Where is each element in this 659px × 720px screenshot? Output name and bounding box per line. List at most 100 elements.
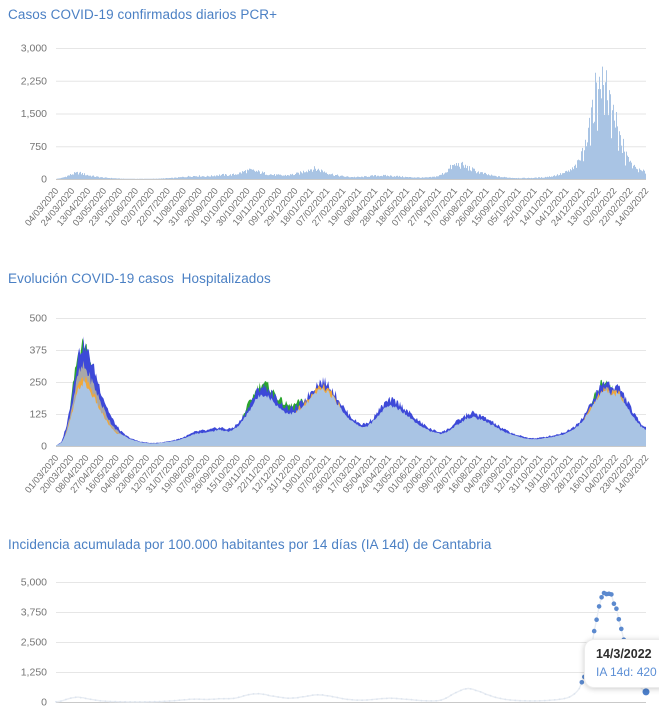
data-point xyxy=(529,700,531,702)
data-point xyxy=(292,697,294,699)
data-point xyxy=(252,693,255,695)
data-point xyxy=(405,698,408,701)
y-axis-label: 5,000 xyxy=(21,577,47,589)
data-point xyxy=(381,697,383,700)
data-point xyxy=(144,701,146,703)
data-point xyxy=(596,604,602,609)
data-point xyxy=(287,697,289,700)
data-point xyxy=(84,697,87,700)
data-point xyxy=(504,698,507,701)
data-point xyxy=(198,698,201,701)
data-point xyxy=(400,698,403,700)
data-point xyxy=(440,699,442,701)
data-point xyxy=(213,698,215,701)
data-point xyxy=(479,691,482,693)
data-point xyxy=(153,700,156,703)
data-point xyxy=(129,701,132,703)
data-point xyxy=(188,698,191,701)
tooltip-value: IA 14d: 420 xyxy=(596,665,657,679)
data-point xyxy=(578,687,581,690)
data-point xyxy=(420,699,423,702)
data-point xyxy=(272,695,275,697)
data-point xyxy=(346,698,349,701)
data-point xyxy=(524,699,526,702)
data-point xyxy=(193,698,196,701)
data-point xyxy=(573,693,576,695)
data-point xyxy=(395,697,398,700)
data-point xyxy=(519,699,521,702)
pcr-chart-title: Casos COVID-19 confirmados diarios PCR+ xyxy=(8,7,278,22)
data-point xyxy=(163,700,166,703)
incidence-chart-title: Incidencia acumulada por 100.000 habitan… xyxy=(8,537,492,552)
data-point xyxy=(469,688,472,690)
active-data-point[interactable] xyxy=(642,688,650,696)
data-point xyxy=(425,699,428,702)
data-point xyxy=(178,699,181,702)
y-axis-label: 1,250 xyxy=(21,667,47,679)
data-point xyxy=(232,697,235,700)
data-point xyxy=(455,691,457,694)
data-point xyxy=(489,694,492,697)
data-point xyxy=(558,698,561,701)
data-point xyxy=(450,694,452,697)
y-axis-label: 3,000 xyxy=(21,43,47,55)
y-axis-label: 2,500 xyxy=(21,637,47,649)
data-point xyxy=(74,696,77,699)
data-point xyxy=(336,696,339,699)
data-point xyxy=(316,693,319,696)
data-point xyxy=(415,699,418,702)
data-point xyxy=(257,692,260,695)
data-point xyxy=(99,699,102,702)
data-point xyxy=(543,699,546,702)
data-point xyxy=(611,601,617,606)
data-point xyxy=(385,697,388,700)
chart-plot-area-hosp[interactable] xyxy=(56,304,646,446)
data-point xyxy=(109,700,112,703)
data-point xyxy=(609,592,614,597)
data-point xyxy=(297,696,299,699)
data-point xyxy=(371,698,373,701)
data-point xyxy=(553,699,556,701)
tooltip-date: 14/3/2022 xyxy=(596,647,652,661)
data-point xyxy=(430,700,433,702)
data-point xyxy=(619,626,624,632)
data-point xyxy=(306,695,309,697)
data-point xyxy=(277,696,280,698)
data-point xyxy=(69,697,72,699)
data-point xyxy=(247,693,250,696)
data-point xyxy=(311,694,314,696)
data-point xyxy=(460,689,462,692)
data-point xyxy=(302,695,304,698)
data-point xyxy=(494,696,497,699)
y-axis-label: 375 xyxy=(29,345,47,357)
data-point xyxy=(227,697,230,700)
data-point xyxy=(158,700,161,703)
data-point xyxy=(594,617,599,622)
data-point xyxy=(60,700,62,702)
data-point xyxy=(119,700,122,703)
data-point xyxy=(538,699,541,702)
data-point xyxy=(104,700,107,703)
y-axis-label: 3,750 xyxy=(21,607,47,619)
data-point xyxy=(445,697,447,699)
chart-hosp: 012525037550001/03/202020/03/202008/04/2… xyxy=(23,304,651,495)
pcr-daily-bars[interactable] xyxy=(56,66,646,179)
data-point xyxy=(568,696,571,698)
data-point xyxy=(114,700,117,703)
chart-tooltip: 14/3/2022 IA 14d: 420 xyxy=(584,639,659,688)
y-axis-label: 0 xyxy=(41,697,47,709)
data-point xyxy=(183,698,186,701)
data-point xyxy=(203,698,206,701)
chart-plot-area-ia14d[interactable] xyxy=(56,568,646,702)
area-serie-azul-claro[interactable] xyxy=(56,380,646,446)
chart-plot-area-pcr[interactable] xyxy=(56,34,646,179)
data-point xyxy=(509,699,512,701)
data-point xyxy=(65,698,67,701)
data-point xyxy=(124,700,126,703)
y-axis-label: 500 xyxy=(29,313,47,325)
data-point xyxy=(341,697,344,700)
data-point xyxy=(218,697,220,700)
data-point xyxy=(361,699,363,702)
data-point xyxy=(474,689,477,692)
